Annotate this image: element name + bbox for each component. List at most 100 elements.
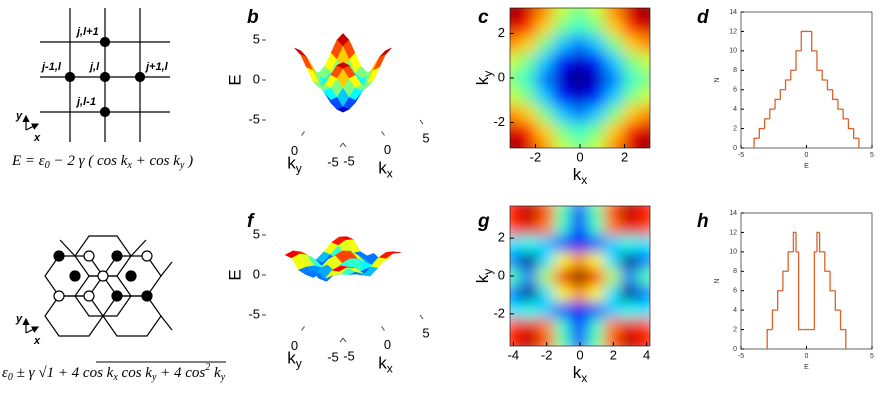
node-label: j,l+1 [75, 26, 99, 38]
heat-cell [535, 103, 555, 123]
hist-step [795, 50, 802, 71]
node-label: j,l [88, 61, 100, 73]
heat-cell [535, 50, 555, 71]
heat-cell [605, 138, 625, 148]
x-tick-label: 4 [643, 347, 650, 362]
heat-cell [620, 283, 640, 302]
heat-cell [604, 233, 623, 253]
heat-cell [640, 138, 650, 148]
axis-label: x [33, 132, 41, 144]
hist-step [774, 98, 781, 110]
hist-step [777, 290, 781, 311]
formula-part: cos k [118, 365, 152, 381]
heat-cell [587, 299, 606, 319]
axis-label-sub: y [481, 71, 495, 77]
heat-cell [510, 138, 520, 148]
heat-cell [535, 138, 555, 148]
heat-cell [587, 33, 608, 53]
heat-cell [587, 15, 608, 36]
heat-cell [552, 85, 573, 106]
heat-cell [535, 33, 555, 53]
heat-cell [552, 68, 573, 88]
heat-cell [537, 316, 556, 335]
axis-label: E [225, 269, 244, 280]
axis-label-text: k [378, 354, 387, 373]
axis-label: kx [573, 165, 588, 187]
axis-label-text: k [573, 165, 582, 184]
y-tick-label: 0 [733, 145, 737, 152]
plot-frame [740, 212, 873, 350]
heat-cell [604, 217, 623, 236]
axis-label: E [804, 163, 809, 170]
heat-cell [587, 250, 606, 269]
heat-cell [637, 250, 650, 269]
x-tick [419, 314, 424, 320]
heat-cell [604, 206, 623, 220]
y-tick-label: 2 [733, 326, 737, 333]
y-tick-label: 6 [733, 288, 737, 295]
heat-cell [587, 103, 608, 123]
heat-cell [570, 68, 590, 88]
x-tick [381, 131, 385, 136]
axis-label-text: k [473, 274, 492, 283]
axis-label-sub: x [581, 173, 587, 187]
heat-cell [552, 138, 573, 148]
heat-cell [537, 206, 556, 220]
hist-step [824, 251, 828, 272]
heat-cell [587, 217, 606, 236]
hist-step [834, 290, 838, 311]
heat-cell [554, 206, 573, 220]
hist-step [837, 99, 844, 110]
axis-label: kx [378, 159, 393, 181]
axis-label: kx [378, 354, 393, 376]
x-tick-label: 0 [805, 353, 809, 360]
heat-cell [517, 103, 538, 123]
heat-cell [570, 299, 590, 319]
heat-cell [637, 299, 650, 319]
heat-cell [570, 120, 590, 141]
axis-label: ky [287, 154, 302, 176]
heat-cell [587, 85, 608, 106]
heat-cell [554, 217, 573, 236]
heat-cell [640, 68, 650, 88]
heat-cell [510, 283, 523, 302]
z-tick-label: 5 [253, 31, 260, 46]
heat-cell [570, 283, 590, 302]
x-tick [381, 326, 385, 331]
x-tick-label: 5 [422, 130, 429, 145]
heat-cell [587, 316, 606, 335]
heat-cell [604, 266, 623, 286]
heat-cell [605, 50, 625, 71]
heat-cell [620, 332, 640, 346]
heat-cell [604, 299, 623, 319]
node-label: j-1,l [40, 61, 62, 73]
hist-step [784, 79, 791, 90]
axis-label-text: k [287, 349, 296, 368]
hist-step [771, 309, 776, 330]
heat-cell [587, 233, 606, 253]
y-tick-label: 12 [729, 229, 737, 236]
heat-cell [510, 33, 520, 53]
hist-step [797, 251, 802, 331]
heat-cell [535, 85, 555, 106]
axis-label: ky [473, 269, 495, 284]
formula-part: − 2 γ ( cos k [50, 153, 128, 169]
plot-frame [740, 11, 873, 149]
heat-cell [535, 8, 555, 18]
x-tick-label: -4 [508, 347, 520, 362]
x-tick-label: 0 [576, 347, 583, 362]
surface-patch [379, 47, 392, 58]
hist-step [792, 231, 797, 252]
heat-cell [620, 316, 640, 335]
axis-label-text: k [287, 154, 296, 173]
heat-cell [587, 68, 608, 88]
heat-cell [587, 138, 608, 148]
formula-part: + cos k [132, 153, 180, 169]
heat-cell [570, 103, 590, 123]
heat-cell [517, 120, 538, 141]
node-label: j+1,l [144, 61, 169, 73]
axis-label-sub: x [581, 371, 587, 385]
heat-cell [510, 68, 520, 88]
heat-cell [520, 206, 540, 220]
